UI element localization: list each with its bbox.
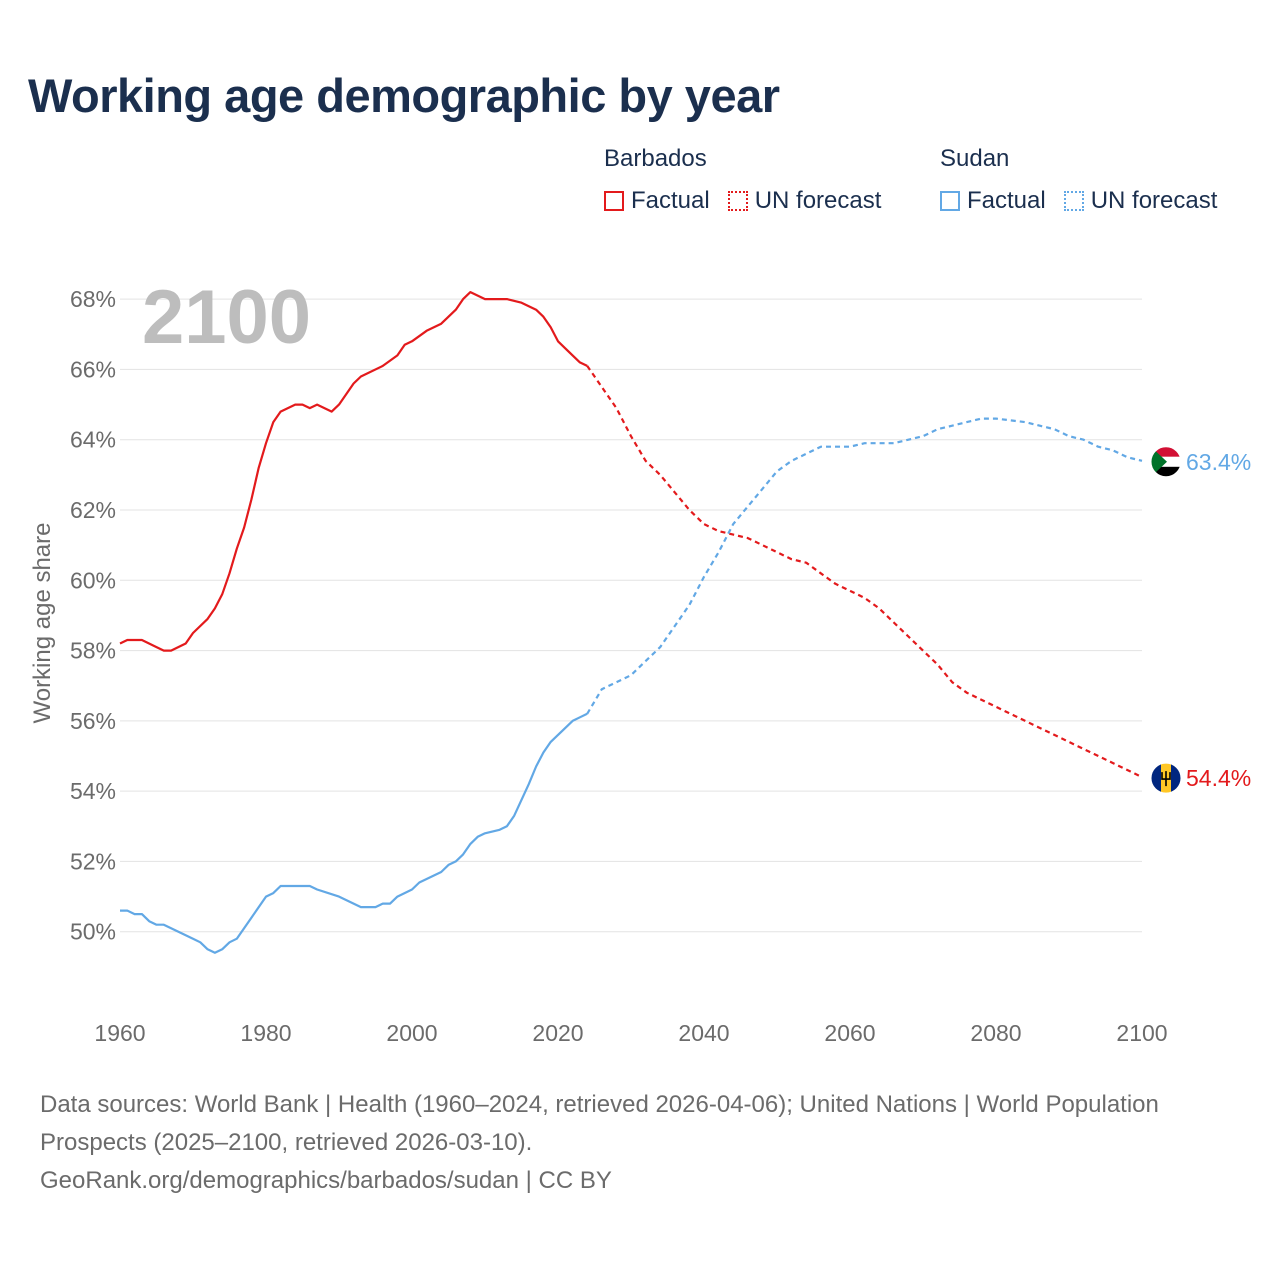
y-axis-title: Working age share bbox=[29, 523, 56, 724]
y-tick-label: 64% bbox=[70, 427, 116, 453]
barbados-forecast-line bbox=[586, 365, 1143, 779]
y-tick-label: 62% bbox=[70, 497, 116, 523]
source-note: Data sources: World Bank | Health (1960–… bbox=[40, 1086, 1160, 1200]
legend-barbados-forecast[interactable]: UN forecast bbox=[727, 187, 882, 215]
y-tick-label: 56% bbox=[70, 708, 116, 734]
sudan-flag-icon bbox=[1150, 446, 1182, 478]
x-tick-label: 2100 bbox=[1116, 1020, 1167, 1046]
legend-label: Factual bbox=[631, 187, 710, 214]
sudan-forecast-line bbox=[586, 417, 1143, 715]
x-tick-label: 2000 bbox=[386, 1020, 437, 1046]
flag-stripe-blue bbox=[1151, 763, 1161, 794]
y-tick-label: 52% bbox=[70, 848, 116, 874]
flag-body bbox=[1151, 763, 1181, 794]
legend-label: UN forecast bbox=[1090, 187, 1218, 214]
dotted-swatch-icon bbox=[1063, 191, 1084, 211]
x-tick-label: 2040 bbox=[678, 1020, 729, 1046]
legend-sudan: Sudan Factual UN forecast bbox=[940, 144, 1217, 215]
legend-sudan-forecast[interactable]: UN forecast bbox=[1063, 187, 1218, 215]
dotted-swatch-icon bbox=[727, 191, 748, 211]
sudan-factual-line bbox=[120, 712, 588, 954]
year-watermark: 2100 bbox=[142, 275, 311, 360]
x-tick-label: 2020 bbox=[532, 1020, 583, 1046]
flag-ring bbox=[1150, 762, 1182, 794]
y-tick-label: 60% bbox=[70, 567, 116, 593]
flag-stripe-blue bbox=[1171, 763, 1181, 794]
y-tick-label: 50% bbox=[70, 919, 116, 945]
chart-title: Working age demographic by year bbox=[28, 69, 780, 122]
barbados-flag-icon bbox=[1150, 762, 1182, 794]
source-url[interactable]: GeoRank.org/demographics/barbados/sudan … bbox=[40, 1167, 612, 1194]
source-line: Data sources: World Bank | Health (1960–… bbox=[40, 1091, 1159, 1156]
legend-barbados: Barbados Factual UN forecast bbox=[604, 144, 881, 215]
solid-swatch-icon bbox=[604, 191, 624, 211]
trident-icon bbox=[1161, 771, 1171, 787]
flag-ring bbox=[1150, 446, 1182, 478]
barbados-factual-line bbox=[119, 291, 588, 652]
y-tick-label: 66% bbox=[70, 356, 116, 382]
legend-sudan-factual[interactable]: Factual bbox=[940, 187, 1046, 215]
legend-label: UN forecast bbox=[754, 187, 882, 214]
flag-stripe-black bbox=[1151, 466, 1181, 477]
y-tick-label: 58% bbox=[70, 638, 116, 664]
legend-barbados-factual[interactable]: Factual bbox=[604, 187, 710, 215]
barbados-end-label: 54.4% bbox=[1186, 765, 1251, 791]
legend-label: Factual bbox=[967, 187, 1046, 214]
x-tick-label: 1980 bbox=[240, 1020, 291, 1046]
flag-stripe-red bbox=[1151, 446, 1181, 457]
sudan-end-label: 63.4% bbox=[1186, 449, 1251, 475]
flag-body bbox=[1151, 446, 1181, 477]
solid-swatch-icon bbox=[940, 191, 960, 211]
legend-group-name: Barbados bbox=[604, 145, 707, 172]
legend-group-name: Sudan bbox=[940, 145, 1010, 172]
y-tick-label: 68% bbox=[70, 286, 116, 312]
x-tick-label: 1960 bbox=[94, 1020, 145, 1046]
x-tick-label: 2060 bbox=[824, 1020, 875, 1046]
y-tick-label: 54% bbox=[70, 778, 116, 804]
flag-triangle-green bbox=[1151, 446, 1167, 477]
x-tick-label: 2080 bbox=[970, 1020, 1021, 1046]
